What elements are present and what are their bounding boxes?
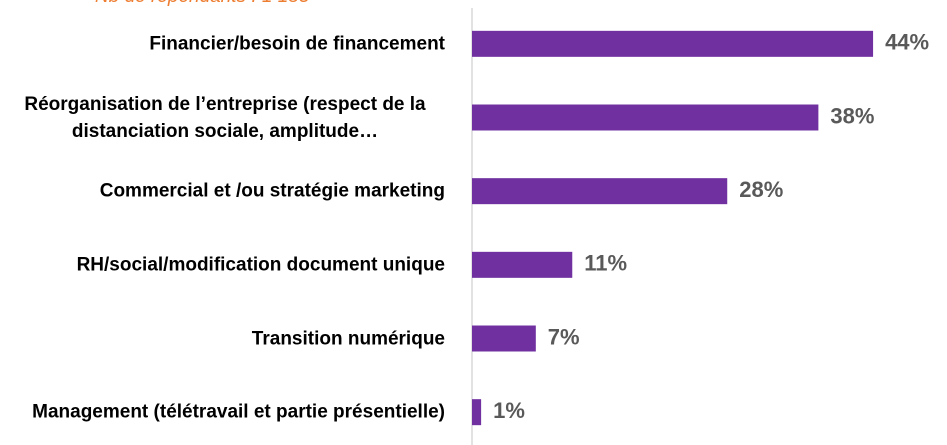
value-label: 38% — [830, 103, 874, 128]
category-label: Management (télétravail et partie présen… — [32, 401, 445, 423]
bar — [472, 325, 536, 352]
bar — [472, 399, 482, 426]
bar — [472, 251, 573, 278]
value-label: 7% — [548, 324, 580, 349]
value-label: 28% — [739, 177, 783, 202]
value-label: 11% — [584, 251, 627, 276]
category-label: Financier/besoin de financement — [149, 33, 445, 55]
bar — [472, 104, 819, 131]
category-label: Commercial et /ou stratégie marketing — [99, 180, 445, 202]
bar — [472, 30, 874, 57]
value-label: 44% — [885, 30, 929, 55]
category-label: RH/social/modification document unique — [76, 254, 445, 276]
value-label: 1% — [493, 398, 525, 423]
category-label: Réorganisation de l’entreprise (respect … — [24, 93, 426, 142]
category-label: Transition numérique — [251, 328, 445, 349]
bar — [472, 178, 728, 205]
chart-subtitle: Nb de répondants : 1 185 — [95, 0, 309, 8]
